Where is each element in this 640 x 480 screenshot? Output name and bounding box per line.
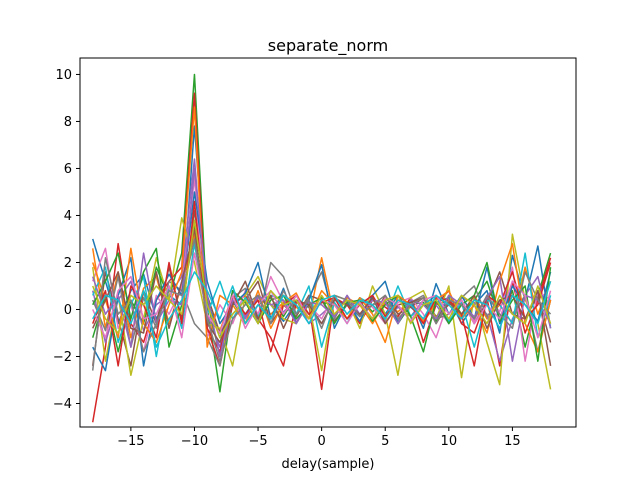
x-tick-label: −10	[181, 434, 208, 449]
series-line-20	[92, 271, 552, 348]
y-tick-label: −2	[53, 350, 72, 365]
y-tick-label: 10	[55, 68, 72, 83]
x-tick-label: −15	[117, 434, 144, 449]
y-tick-label: −4	[53, 397, 72, 412]
series-line-14	[92, 200, 552, 367]
y-tick-label: 2	[64, 256, 72, 271]
x-axis-ticks: −15 −10 −5 0 5 10 15	[117, 427, 521, 449]
y-axis-ticks: −4 −2 0 2 4 6 8 10	[53, 68, 80, 412]
x-tick-label: 0	[318, 434, 326, 449]
y-tick-label: 0	[64, 303, 72, 318]
series-group	[91, 73, 552, 423]
y-tick-label: 6	[64, 162, 72, 177]
plot-frame	[79, 57, 577, 428]
series-line-18	[91, 238, 552, 371]
y-tick-label: 8	[64, 115, 72, 130]
series-line-8	[92, 261, 552, 367]
series-line-7	[92, 177, 552, 362]
series-line-16	[92, 228, 552, 367]
x-tick-label: 10	[441, 434, 458, 449]
y-tick-label: 4	[64, 209, 72, 224]
x-tick-label: 5	[381, 434, 389, 449]
x-axis-label: delay(sample)	[282, 457, 375, 472]
chart-title: separate_norm	[268, 36, 388, 56]
x-tick-label: 15	[504, 434, 521, 449]
x-tick-label: −5	[248, 434, 267, 449]
series-line-19	[92, 219, 552, 339]
